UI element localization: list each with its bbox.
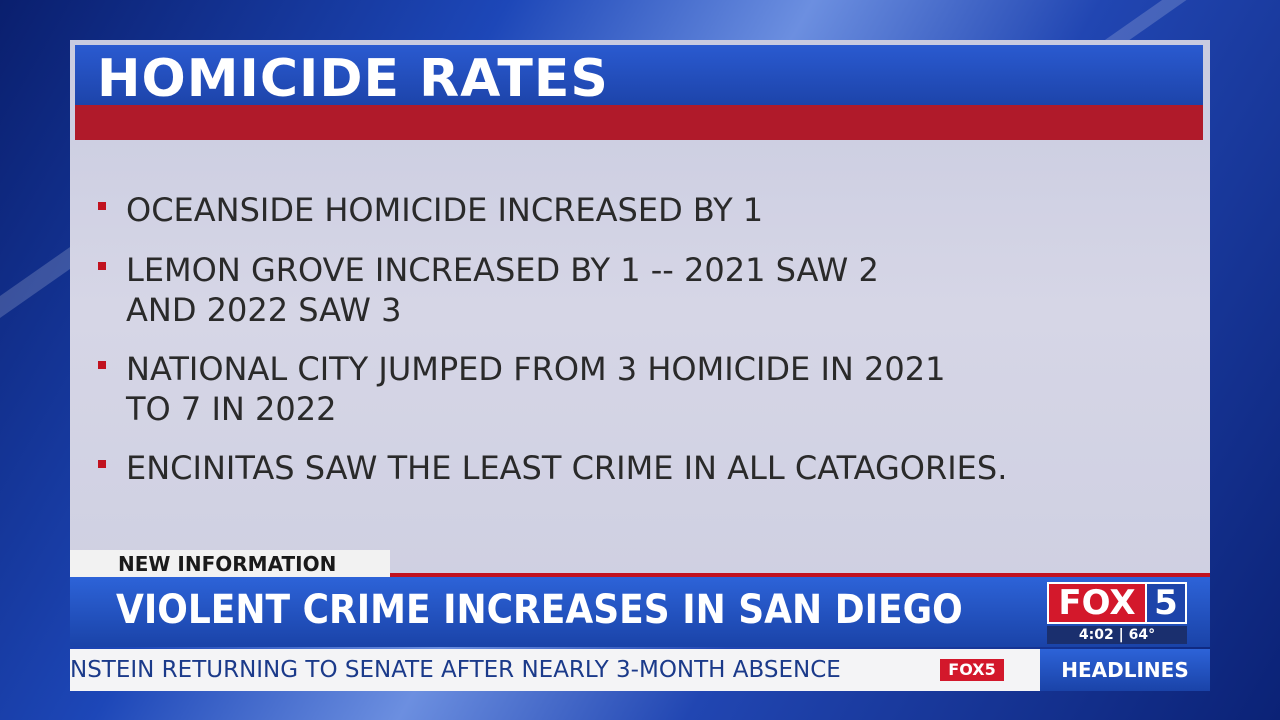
- bullet-text: TO 7 IN 2022: [126, 390, 337, 428]
- bullet: ENCINITAS SAW THE LEAST CRIME IN ALL CAT…: [70, 448, 1007, 488]
- ticker: NSTEIN RETURNING TO SENATE AFTER NEARLY …: [70, 649, 1040, 691]
- ticker-logo: FOX5: [940, 659, 1004, 681]
- info-panel: HOMICIDE RATES OCEANSIDE HOMICIDE INCREA…: [70, 40, 1210, 580]
- headline-banner: VIOLENT CRIME INCREASES IN SAN DIEGO: [70, 577, 1210, 647]
- bullet-text: LEMON GROVE INCREASED BY 1 -- 2021 SAW 2: [126, 251, 879, 289]
- station-logo: FOX 5: [1047, 582, 1187, 624]
- bullet-marker: [98, 460, 106, 468]
- bullet: OCEANSIDE HOMICIDE INCREASED BY 1: [70, 190, 763, 230]
- bullet-text: ENCINITAS SAW THE LEAST CRIME IN ALL CAT…: [126, 449, 1008, 487]
- bullet-marker: [98, 202, 106, 210]
- title-bar: HOMICIDE RATES: [75, 45, 1203, 109]
- bullet-text: AND 2022 SAW 3: [126, 291, 402, 329]
- logo-network: FOX: [1049, 584, 1145, 622]
- bullet: NATIONAL CITY JUMPED FROM 3 HOMICIDE IN …: [70, 349, 945, 429]
- panel-title: HOMICIDE RATES: [97, 49, 609, 109]
- headline: VIOLENT CRIME INCREASES IN SAN DIEGO: [116, 587, 963, 633]
- time-weather: 4:02 | 64°: [1047, 626, 1187, 644]
- ticker-text: NSTEIN RETURNING TO SENATE AFTER NEARLY …: [70, 657, 841, 683]
- ticker-section: HEADLINES: [1040, 649, 1210, 691]
- accent-line: [390, 573, 1210, 577]
- bullet-text: NATIONAL CITY JUMPED FROM 3 HOMICIDE IN …: [126, 350, 946, 388]
- title-underline: [75, 105, 1203, 140]
- time: 4:02: [1078, 627, 1114, 643]
- temperature: 64°: [1128, 627, 1156, 643]
- bullet-marker: [98, 262, 106, 270]
- news-tag: NEW INFORMATION: [70, 550, 390, 578]
- bullet-marker: [98, 361, 106, 369]
- logo-channel: 5: [1147, 584, 1185, 622]
- bullet: LEMON GROVE INCREASED BY 1 -- 2021 SAW 2…: [70, 250, 879, 330]
- bullet-text: OCEANSIDE HOMICIDE INCREASED BY 1: [126, 191, 764, 229]
